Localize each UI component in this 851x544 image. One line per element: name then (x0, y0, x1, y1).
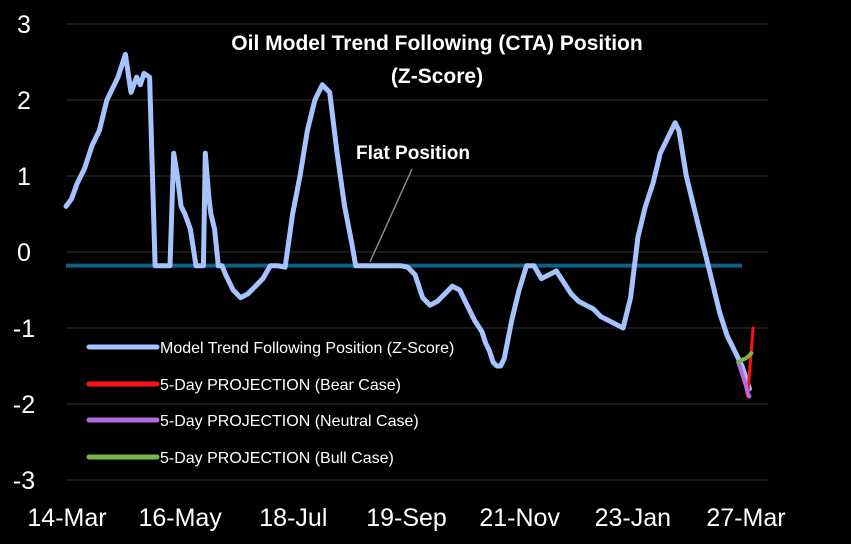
x-axis: 14-Mar 16-May 18-Jul 19-Sep 21-Nov 23-Jan 27-M… (27, 504, 785, 532)
chart-title-line-1: Oil Model Trend Following (CTA) Position (231, 32, 642, 55)
flat-position-annotation: Flat Position (356, 143, 470, 164)
legend-label-1: Model Trend Following Position (Z-Score) (160, 340, 454, 357)
x-tick-label: 19-Sep (366, 504, 447, 532)
y-tick-label: -1 (13, 315, 35, 343)
legend-label-3: 5-Day PROJECTION (Neutral Case) (160, 413, 419, 430)
x-tick-label: 16-May (138, 504, 222, 532)
x-tick-label: 14-Mar (27, 504, 106, 532)
y-tick-label: 3 (17, 11, 31, 39)
x-tick-label: 27-Mar (706, 504, 785, 532)
series-line-3 (736, 360, 752, 399)
y-tick-label: 1 (17, 163, 31, 191)
annotation-pointer (369, 168, 413, 263)
legend-label-4: 5-Day PROJECTION (Bull Case) (160, 450, 394, 467)
gridlines (66, 23, 768, 481)
x-tick-label: 18-Jul (259, 504, 327, 532)
y-tick-label: 0 (17, 239, 31, 267)
x-tick-label: 21-Nov (479, 504, 560, 532)
y-tick-label: 2 (17, 87, 31, 115)
x-tick-label: 23-Jan (595, 504, 671, 532)
y-axis: 3 2 1 0 -1 -2 -3 (13, 11, 35, 495)
legend-label-2: 5-Day PROJECTION (Bear Case) (160, 377, 401, 394)
series-line-1 (63, 51, 752, 392)
chart-title-line-2: (Z-Score) (391, 65, 483, 88)
y-tick-label: -2 (13, 391, 35, 419)
legend: Model Trend Following Position (Z-Score)… (86, 340, 454, 467)
series-line-4 (736, 351, 754, 365)
y-tick-label: -3 (13, 467, 35, 495)
series-lines (63, 51, 755, 399)
